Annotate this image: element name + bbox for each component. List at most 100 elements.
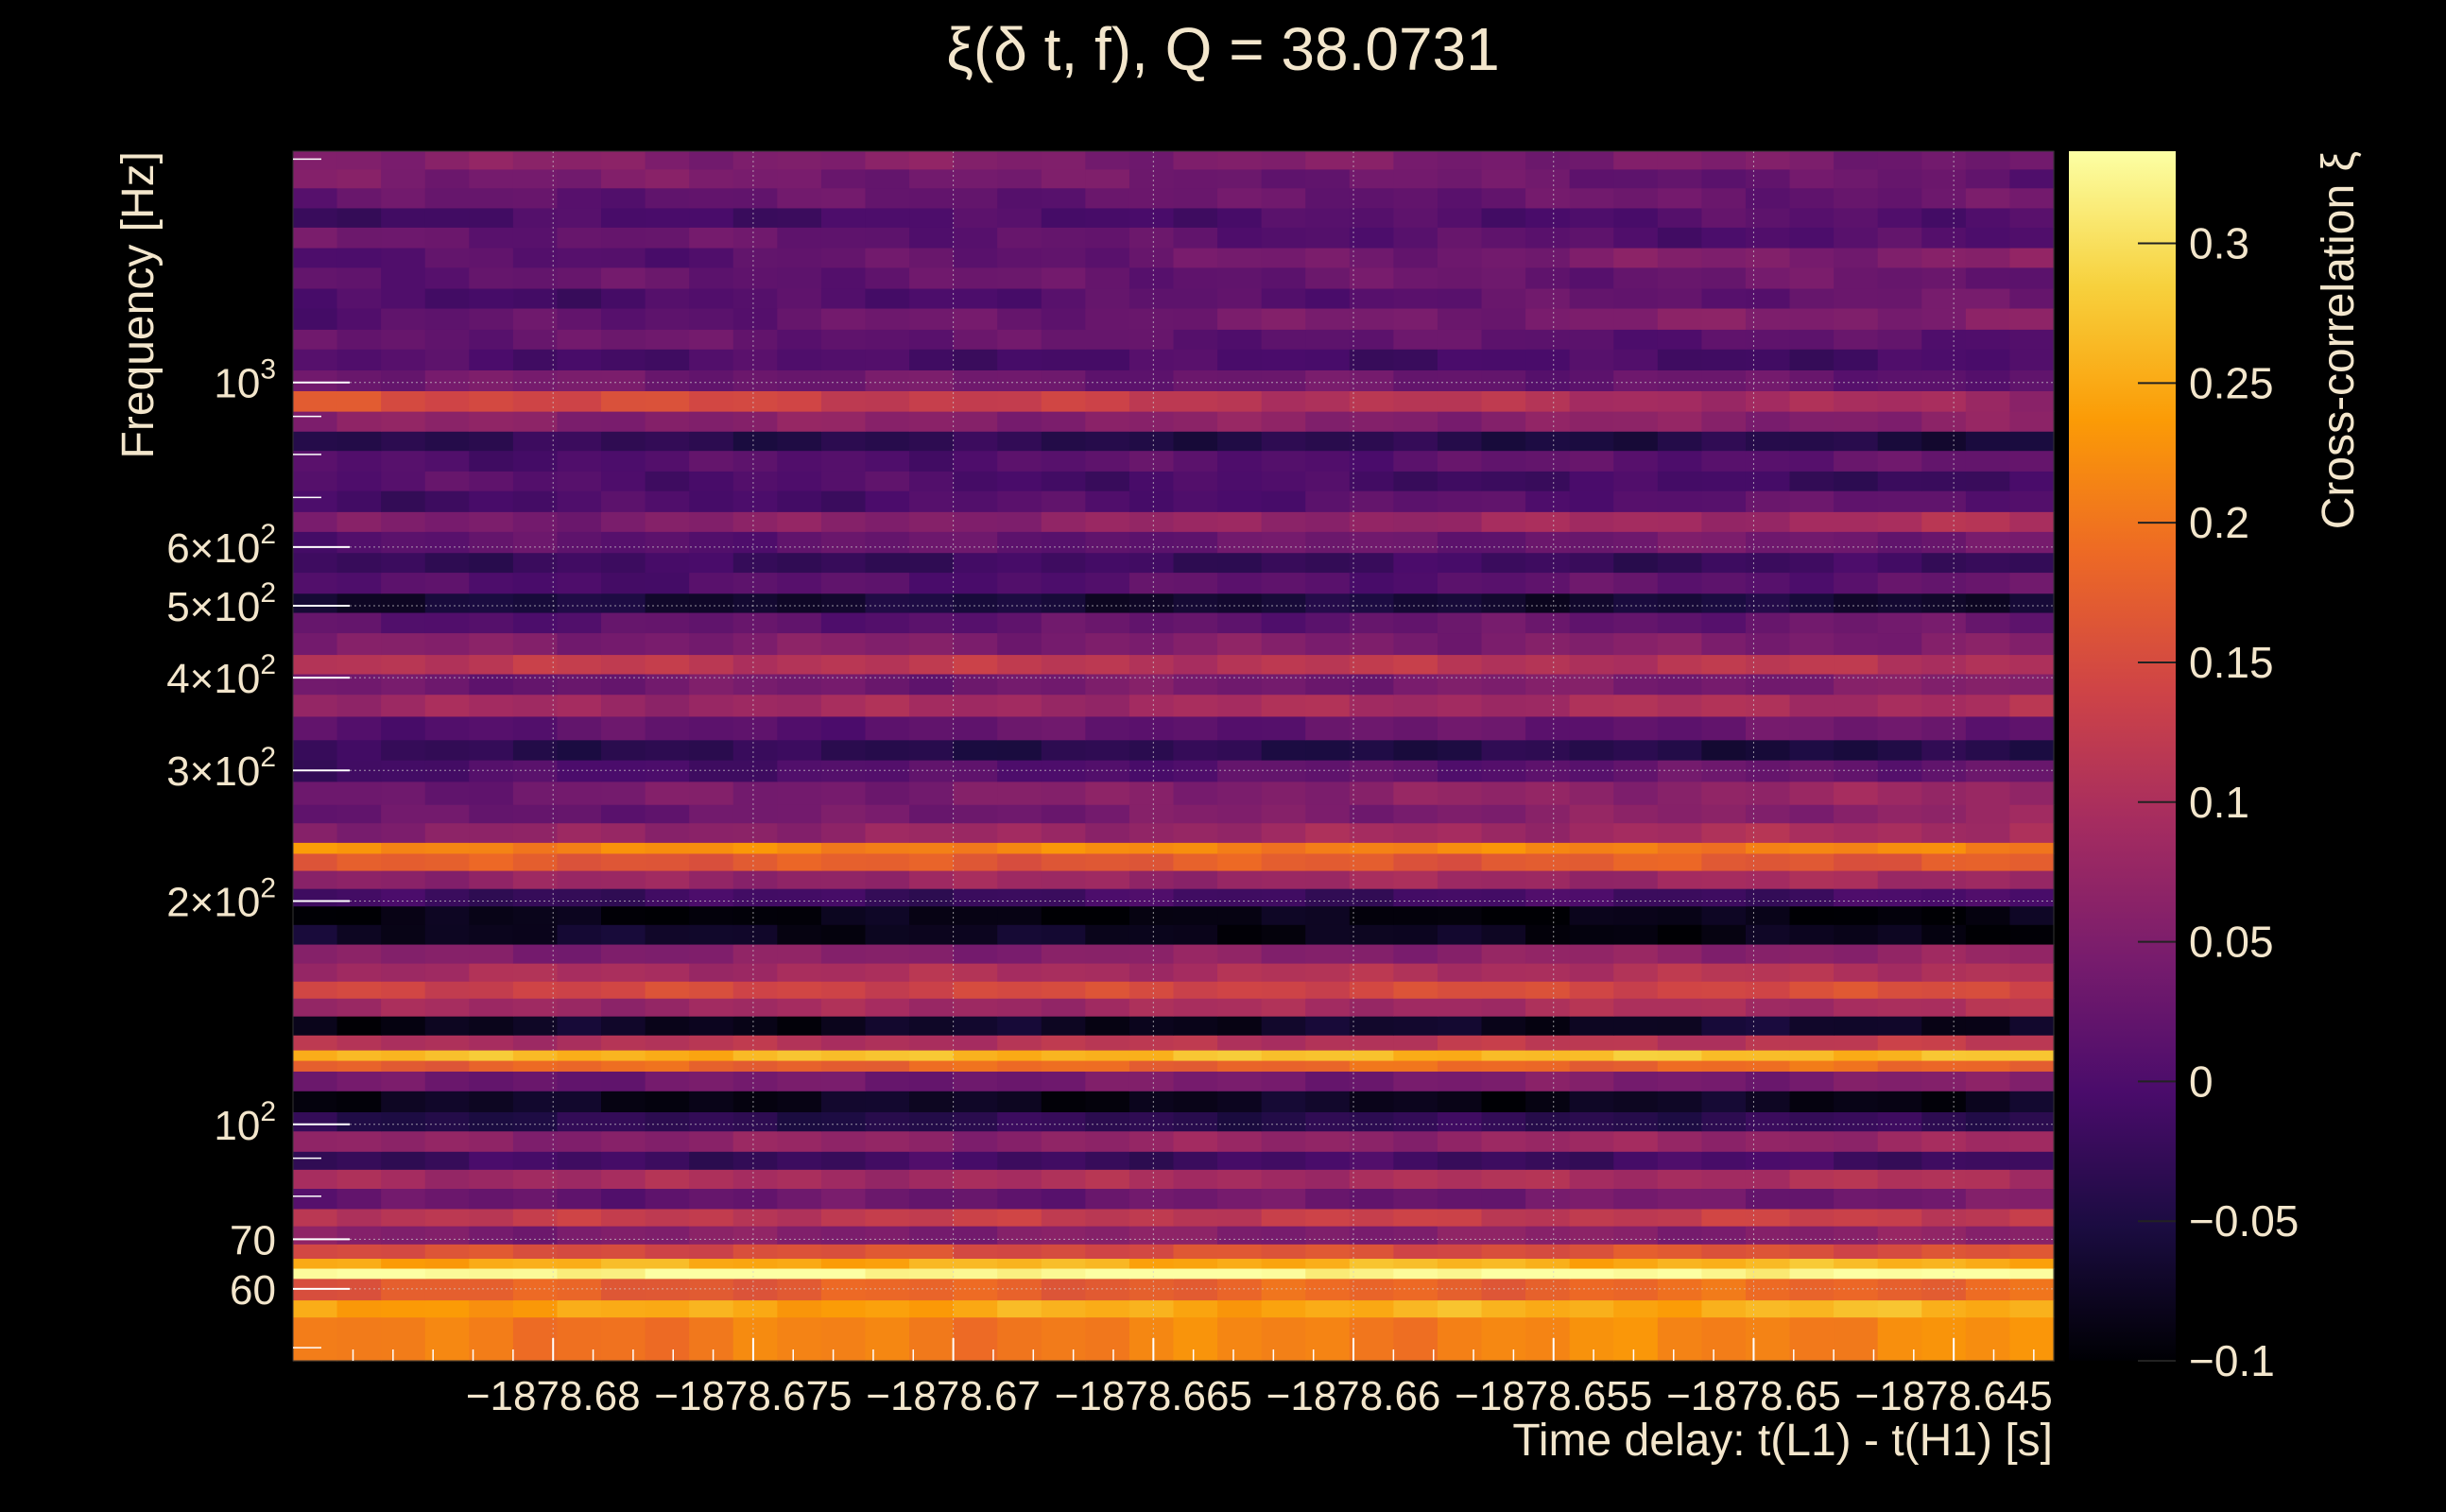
heatmap-cell [1349,1059,1394,1072]
heatmap-cell [293,1130,338,1152]
heatmap-cell [645,266,690,289]
heatmap-cell [1701,1035,1747,1051]
heatmap-cell [1921,329,1967,350]
heatmap-cell [424,329,470,350]
heatmap-cell [557,531,602,554]
heatmap-cell [953,431,998,452]
heatmap-cell [1657,1016,1703,1036]
heatmap-cell [1041,924,1086,945]
heatmap-cell [953,531,998,554]
heatmap-cell [512,981,559,999]
heatmap-cell [953,905,998,925]
heatmap-cell [469,390,514,412]
heatmap-cell [1305,869,1351,889]
heatmap-cell [1349,1130,1394,1152]
heatmap-cell [1437,1016,1483,1036]
heatmap-cell [512,673,559,696]
heatmap-cell [1217,266,1263,289]
heatmap-cell [424,1111,470,1132]
heatmap-cell [1613,307,1659,330]
heatmap-cell [557,1188,602,1210]
heatmap-cell [865,411,910,432]
heatmap-cell [1217,694,1263,717]
heatmap-cell [1217,924,1263,945]
heatmap-cell [1701,450,1747,472]
heatmap-cell [1877,511,1922,532]
heatmap-cell [645,329,690,350]
heatmap-cell [1349,390,1394,412]
heatmap-cell [601,1111,646,1132]
heatmap-cell [1701,998,1747,1017]
heatmap-cell [1041,151,1086,170]
heatmap-cell [1613,1208,1659,1227]
heatmap-cell [1921,1071,1967,1091]
heatmap-cell [820,411,867,432]
heatmap-cell [1921,450,1967,472]
heatmap-cell [1789,905,1834,925]
heatmap-cell [557,963,602,982]
heatmap-cell [1085,411,1130,432]
heatmap-cell [1569,168,1614,189]
heatmap-cell [1921,390,1967,412]
heatmap-cell [1745,390,1791,412]
heatmap-cell [1085,981,1130,999]
heatmap-cell [909,1049,955,1061]
heatmap-cell [1569,531,1614,554]
heatmap-cell [1173,1169,1218,1190]
heatmap-cell [732,411,778,432]
heatmap-cell [909,307,955,330]
heatmap-cell [1965,1091,2011,1112]
heatmap-cell [424,760,470,782]
heatmap-cell [1128,1111,1175,1132]
heatmap-cell [1437,247,1483,268]
heatmap-cell [336,981,382,999]
heatmap-cell [1569,450,1614,472]
heatmap-cell [601,1059,646,1072]
heatmap-cell [1613,490,1659,512]
heatmap-cell [1041,471,1086,491]
heatmap-cell [381,411,426,432]
heatmap-cell [469,842,514,854]
heatmap-cell [557,307,602,330]
heatmap-cell [909,572,955,594]
heatmap-cell [1437,822,1483,843]
heatmap-cell [1745,431,1791,452]
heatmap-cell [1128,1267,1175,1280]
heatmap-cell [2009,1208,2055,1227]
heatmap-cell [909,1071,955,1091]
heatmap-cell [689,869,734,889]
heatmap-cell [1437,572,1483,594]
heatmap-cell [557,471,602,491]
heatmap-cell [645,1188,690,1210]
heatmap-cell [732,572,778,594]
heatmap-cell [1173,1208,1218,1227]
heatmap-cell [1877,1111,1922,1132]
heatmap-cell [336,1267,382,1280]
heatmap-cell [1569,842,1614,854]
heatmap-cell [1745,852,1791,871]
heatmap-cell [689,924,734,945]
heatmap-cell [1921,1267,1967,1280]
heatmap-cell [601,1316,646,1362]
heatmap-cell [1393,943,1438,964]
heatmap-cell [1261,654,1306,675]
heatmap-cell [1701,511,1747,532]
heatmap-cell [469,1226,514,1245]
heatmap-cell [2009,1267,2055,1280]
heatmap-cell [1217,593,1263,613]
heatmap-cell [777,654,822,675]
heatmap-cell [469,431,514,452]
heatmap-cell [1085,1258,1130,1269]
heatmap-cell [1437,715,1483,741]
heatmap-cell [1965,168,2011,189]
heatmap-cell [1965,1035,2011,1051]
heatmap-cell [1877,1267,1922,1280]
heatmap-cell [336,450,382,472]
heatmap-cell [293,207,338,228]
heatmap-cell [1349,852,1394,871]
heatmap-cell [820,842,867,854]
colorbar-tick-label: 0.25 [2189,358,2274,407]
heatmap-cell [1613,694,1659,717]
heatmap-cell [997,531,1042,554]
heatmap-cell [469,981,514,999]
